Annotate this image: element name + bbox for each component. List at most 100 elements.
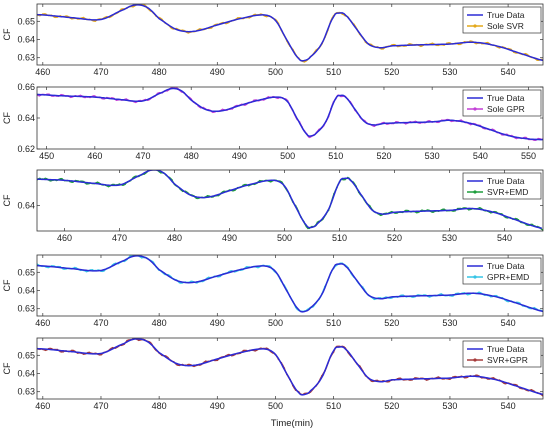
x-tick-label: 510 [326, 318, 341, 328]
legend-marker [473, 107, 477, 111]
y-tick-label: 0.64 [17, 201, 35, 211]
legend-marker [473, 358, 477, 362]
pred-point [428, 296, 431, 298]
pred-point [437, 376, 440, 378]
pred-point [96, 181, 99, 184]
x-tick-label: 470 [93, 67, 108, 77]
y-tick-label: 0.64 [17, 369, 35, 379]
y-axis-label: CF [2, 28, 12, 40]
x-tick-label: 510 [332, 233, 347, 243]
x-tick-label: 460 [57, 233, 72, 243]
x-tick-label: 490 [210, 67, 225, 77]
x-tick-label: 480 [152, 67, 167, 77]
y-axis-label: CF [2, 194, 12, 206]
x-tick-label: 520 [384, 318, 399, 328]
x-tick-label: 530 [442, 318, 457, 328]
axes-frame-3 [36, 169, 544, 232]
legend-marker [473, 24, 477, 28]
pred-point [440, 293, 443, 295]
x-tick-label: 480 [152, 401, 167, 411]
x-tick-label: 530 [425, 151, 440, 161]
x-tick-label: 510 [328, 151, 343, 161]
y-axis-label: CF [2, 362, 12, 374]
legend-box [462, 6, 542, 34]
x-tick-label: 490 [222, 233, 237, 243]
series-line-true-5 [37, 338, 543, 396]
x-tick-label: 460 [35, 318, 50, 328]
legend-entry: SVR+EMD [487, 187, 528, 197]
pred-point [432, 211, 434, 214]
x-tick-label: 540 [501, 401, 516, 411]
legend-marker [473, 275, 477, 279]
x-tick-label: 530 [442, 67, 457, 77]
x-tick-label: 520 [387, 233, 402, 243]
x-tick-label: 520 [384, 67, 399, 77]
axes-frame-1 [36, 3, 544, 66]
y-tick-label: 0.63 [17, 304, 35, 314]
subplot-3: 460 470 480 490 500 510 520 530 540 0.64 CF True Da… [2, 169, 544, 243]
legend-entry: True Data [487, 261, 525, 271]
x-tick-label: 480 [167, 233, 182, 243]
x-tick-label: 520 [384, 401, 399, 411]
axes-frame-5 [36, 337, 544, 400]
x-tick-label: 500 [268, 67, 283, 77]
y-tick-label: 0.63 [17, 53, 35, 63]
legend-entry: True Data [487, 93, 525, 103]
legend-box [462, 172, 542, 200]
subplot-4: 460 470 480 490 500 510 520 530 540 0.63 0.64 0.65 C… [2, 254, 544, 328]
pred-point [257, 266, 259, 269]
x-tick-label: 480 [184, 151, 199, 161]
y-tick-label: 0.63 [17, 387, 35, 397]
x-tick-label: 530 [442, 233, 457, 243]
legend-marker [473, 190, 477, 194]
pred-point [140, 256, 143, 259]
legend-box [462, 89, 542, 117]
x-tick-label: 500 [268, 318, 283, 328]
x-tick-label: 510 [326, 67, 341, 77]
axes-frame-4 [36, 254, 544, 317]
series-line-true-1 [37, 4, 543, 62]
legend-entry: Sole SVR [487, 21, 524, 31]
pred-point [478, 291, 480, 294]
y-axis-label: CF [2, 279, 12, 291]
x-tick-label: 520 [376, 151, 391, 161]
x-tick-label: 470 [112, 233, 127, 243]
subplot-5: 460 470 480 490 500 510 520 530 540 0.63 0.64 0.65 C… [2, 337, 544, 411]
x-tick-label: 490 [232, 151, 247, 161]
x-axis-label: Time(min) [271, 418, 313, 429]
x-tick-label: 500 [280, 151, 295, 161]
pred-point [379, 214, 382, 217]
x-tick-label: 480 [152, 318, 167, 328]
x-tick-label: 450 [39, 151, 54, 161]
x-tick-label: 510 [326, 401, 341, 411]
y-tick-label: 0.64 [17, 35, 35, 45]
x-tick-label: 490 [210, 318, 225, 328]
pred-point [269, 180, 272, 183]
y-tick-label: 0.65 [17, 350, 35, 360]
pred-point [206, 195, 209, 197]
subplot-2: 450 460 470 480 490 500 510 520 530 540 550 0.62 0.6… [2, 82, 544, 161]
pred-point [425, 379, 428, 381]
legend-entry: Sole GPR [487, 104, 525, 114]
pred-point [82, 16, 85, 19]
legend-entry: True Data [487, 10, 525, 20]
pred-point [73, 266, 76, 269]
y-axis-label: CF [2, 112, 12, 124]
y-tick-label: 0.64 [17, 113, 35, 123]
pred-point [137, 339, 140, 342]
pred-point [254, 349, 256, 352]
series-line-true-4 [37, 255, 543, 313]
x-tick-label: 460 [35, 67, 50, 77]
x-tick-label: 500 [268, 401, 283, 411]
x-tick-label: 540 [501, 318, 516, 328]
y-tick-label: 0.62 [17, 144, 35, 154]
x-tick-label: 460 [35, 401, 50, 411]
x-tick-label: 490 [210, 401, 225, 411]
legend-box [462, 257, 542, 285]
x-tick-label: 460 [87, 151, 102, 161]
